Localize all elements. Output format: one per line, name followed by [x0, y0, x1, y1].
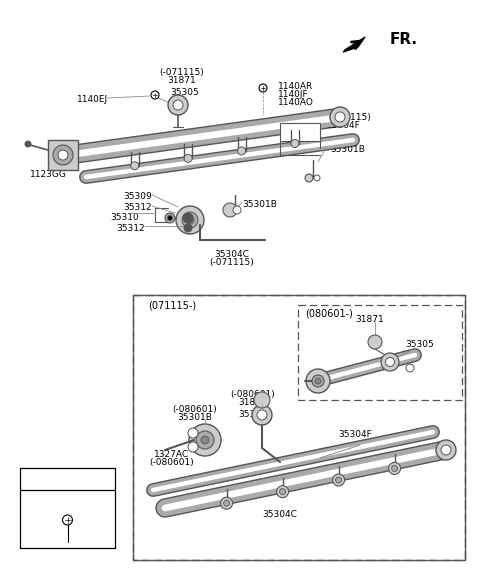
Circle shape: [336, 477, 342, 483]
Circle shape: [333, 474, 345, 486]
Circle shape: [385, 358, 395, 367]
Text: 35312: 35312: [116, 224, 145, 233]
Circle shape: [62, 515, 72, 525]
Circle shape: [189, 424, 221, 456]
Text: 35312: 35312: [123, 203, 152, 212]
Circle shape: [182, 212, 198, 228]
Circle shape: [381, 353, 399, 371]
Circle shape: [291, 140, 299, 148]
Circle shape: [368, 335, 382, 349]
Text: 35301B: 35301B: [330, 145, 365, 154]
Text: (-080601): (-080601): [173, 405, 217, 414]
Text: 35305: 35305: [406, 340, 434, 349]
Text: 31871: 31871: [356, 315, 384, 324]
Circle shape: [259, 84, 267, 92]
Circle shape: [406, 364, 414, 372]
Text: 35304C: 35304C: [263, 510, 298, 519]
Text: (-080601): (-080601): [150, 458, 194, 467]
Circle shape: [276, 486, 288, 498]
Text: 1327AC: 1327AC: [155, 450, 190, 459]
Circle shape: [168, 95, 188, 115]
Circle shape: [131, 162, 139, 170]
Circle shape: [183, 213, 193, 223]
Text: 31871: 31871: [168, 76, 196, 85]
Circle shape: [188, 428, 198, 438]
Circle shape: [223, 203, 237, 217]
Circle shape: [168, 216, 172, 220]
Circle shape: [188, 442, 198, 452]
Circle shape: [173, 100, 183, 110]
Circle shape: [151, 91, 159, 99]
Circle shape: [314, 175, 320, 181]
Circle shape: [279, 488, 286, 495]
Circle shape: [389, 462, 401, 474]
Circle shape: [233, 206, 241, 214]
Circle shape: [392, 466, 397, 471]
Circle shape: [330, 107, 350, 127]
Text: 1123GG: 1123GG: [30, 170, 67, 179]
Circle shape: [436, 440, 456, 460]
Circle shape: [201, 436, 209, 444]
Circle shape: [53, 145, 73, 165]
Circle shape: [252, 405, 272, 425]
Text: 35304F: 35304F: [338, 430, 372, 439]
Circle shape: [58, 150, 68, 160]
Circle shape: [196, 431, 214, 449]
Text: 35301B: 35301B: [178, 413, 213, 422]
Text: 1140AO: 1140AO: [278, 98, 314, 107]
Text: 35309: 35309: [123, 192, 152, 201]
Circle shape: [306, 369, 330, 393]
Text: FR.: FR.: [390, 32, 418, 47]
Text: 35305: 35305: [170, 88, 199, 97]
Text: 1140EJ: 1140EJ: [51, 471, 84, 481]
Circle shape: [238, 147, 246, 155]
Bar: [20, 468, 115, 548]
Text: (071115-): (071115-): [148, 300, 196, 310]
Circle shape: [186, 216, 194, 224]
Circle shape: [165, 213, 175, 223]
Text: 35301B: 35301B: [242, 200, 277, 209]
Circle shape: [335, 112, 345, 122]
Circle shape: [184, 154, 192, 162]
Circle shape: [254, 392, 270, 408]
Text: 1140AR: 1140AR: [278, 82, 313, 91]
Bar: [280, 123, 320, 141]
Bar: [48, 140, 78, 170]
Text: 1140EJ: 1140EJ: [77, 95, 108, 104]
Circle shape: [184, 224, 192, 232]
Text: (080601-): (080601-): [305, 308, 353, 318]
Text: 35310: 35310: [110, 213, 139, 222]
Text: (-071115): (-071115): [210, 258, 254, 267]
Bar: [133, 295, 465, 560]
Circle shape: [312, 375, 324, 387]
Polygon shape: [343, 37, 365, 52]
Bar: [133, 295, 465, 560]
Circle shape: [315, 378, 321, 384]
Circle shape: [25, 141, 31, 147]
Circle shape: [305, 174, 313, 182]
Text: 35305: 35305: [239, 410, 267, 419]
Text: (-080601): (-080601): [230, 390, 276, 399]
Circle shape: [441, 445, 451, 455]
Text: 1140JF: 1140JF: [278, 90, 309, 99]
Circle shape: [221, 497, 233, 509]
Text: (-071115): (-071115): [160, 68, 204, 77]
Bar: [298, 305, 462, 400]
Circle shape: [224, 500, 229, 506]
Text: 31871: 31871: [239, 398, 267, 407]
Circle shape: [176, 206, 204, 234]
Text: (-071115): (-071115): [326, 113, 371, 122]
Text: 35304C: 35304C: [215, 250, 250, 259]
Circle shape: [257, 410, 267, 420]
Text: 35304F: 35304F: [326, 121, 360, 130]
